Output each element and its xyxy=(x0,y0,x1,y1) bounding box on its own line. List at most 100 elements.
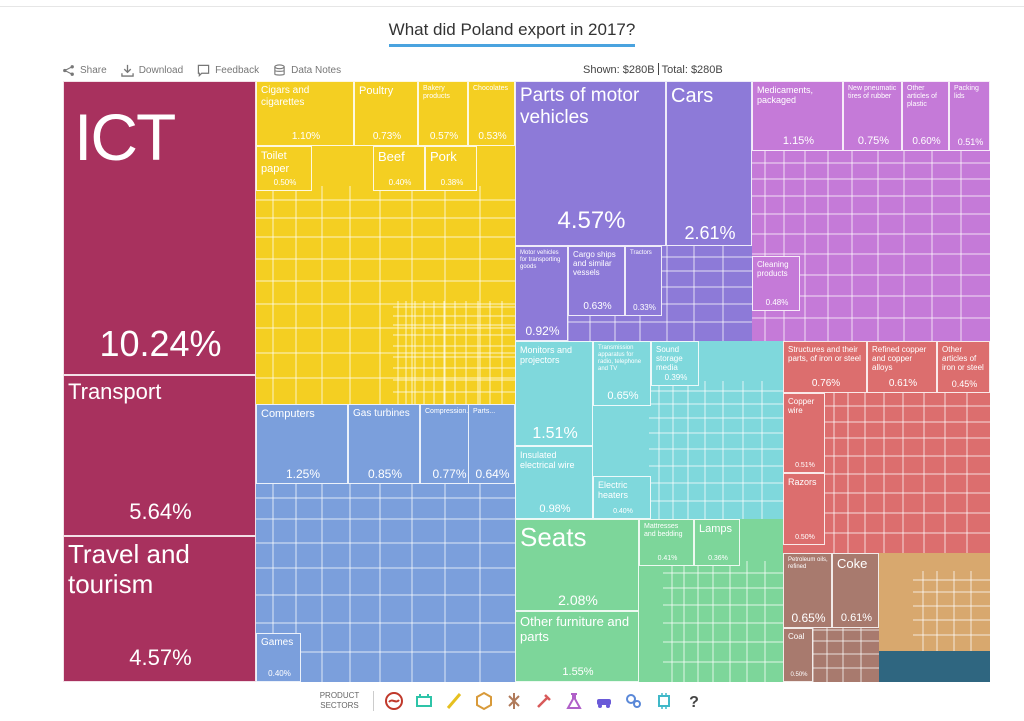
treemap-tile[interactable]: Tractors 0.33% xyxy=(625,246,662,316)
services-sector-button[interactable] xyxy=(384,691,404,711)
tile-share: 0.33% xyxy=(633,303,656,312)
treemap-tile[interactable]: Razors 0.50% xyxy=(783,473,825,545)
treemap-tile[interactable]: Petroleum oils, refined 0.65% xyxy=(783,553,832,628)
treemap-tile[interactable]: Games 0.40% xyxy=(256,633,301,682)
treemap-tile[interactable]: Cleaning products 0.48% xyxy=(752,256,800,311)
treemap-tile[interactable]: Poultry 0.73% xyxy=(354,81,418,146)
textiles-sector-icon xyxy=(416,694,433,707)
treemap-tile[interactable]: Pork 0.38% xyxy=(425,146,477,191)
svg-text:?: ? xyxy=(689,694,699,711)
tile-share: 0.65% xyxy=(791,611,826,625)
total-label: Total: xyxy=(661,64,688,76)
tile-label: Other articles of plastic xyxy=(907,85,937,109)
treemap-tile[interactable]: Mattresses and bedding 0.41% xyxy=(639,519,694,566)
treemap-tile[interactable]: Structures and their parts, of iron or s… xyxy=(783,341,867,393)
treemap-tile[interactable]: Packing lids 0.51% xyxy=(949,81,990,151)
treemap-tile[interactable]: Other furniture and parts 1.55% xyxy=(515,611,639,682)
tile-share: 2.08% xyxy=(558,592,598,608)
treemap-tile[interactable]: Refined copper and copper alloys 0.61% xyxy=(867,341,937,393)
treemap-tile[interactable]: Other articles of plastic 0.60% xyxy=(902,81,949,151)
tile-label: Toilet paper xyxy=(261,150,290,175)
treemap-tile[interactable]: Lamps 0.36% xyxy=(694,519,740,566)
treemap-tile[interactable]: New pneumatic tires of rubber 0.75% xyxy=(843,81,902,151)
treemap-tile[interactable]: Toilet paper 0.50% xyxy=(256,146,312,191)
treemap-tile[interactable]: Chocolates 0.53% xyxy=(468,81,515,146)
treemap-tile[interactable]: Cigars and cigarettes 1.10% xyxy=(256,81,354,146)
tile-label: Petroleum oils, refined xyxy=(788,557,828,570)
tile-label: Compression... xyxy=(425,408,473,415)
treemap-tile[interactable]: Beef 0.40% xyxy=(373,146,425,191)
feedback-label: Feedback xyxy=(215,65,260,76)
treemap-tile[interactable]: Coke 0.61% xyxy=(832,553,879,628)
download-button[interactable]: Download xyxy=(120,64,183,77)
treemap-tile[interactable]: Transmission apparatus for radio, teleph… xyxy=(593,341,651,406)
treemap-tile[interactable]: Parts... 0.64% xyxy=(468,404,515,484)
machinery-sector-icon xyxy=(626,694,642,708)
tile-share: 1.15% xyxy=(782,135,815,147)
tile-label: Insulated electrical wire xyxy=(520,450,575,471)
treemap-tile[interactable]: Gas turbines 0.85% xyxy=(348,404,420,484)
top-divider xyxy=(0,6,1024,7)
treemap-tile[interactable]: Copper wire 0.51% xyxy=(783,393,825,473)
vehicles-sector-button[interactable] xyxy=(594,691,614,711)
treemap-tile[interactable]: Insulated electrical wire 0.98% xyxy=(515,446,593,519)
tile-label: Other furniture and parts xyxy=(520,614,630,644)
tile-label: ICT xyxy=(74,100,176,174)
tile-label: Cleaning products xyxy=(757,260,789,279)
other-sector-button[interactable]: ? xyxy=(684,691,704,711)
treemap-tile[interactable]: ICT 10.24% xyxy=(63,81,256,375)
electronics-sector-icon xyxy=(658,693,671,709)
data-notes-button[interactable]: Data Notes xyxy=(273,64,341,77)
treemap-tile[interactable]: Electric heaters 0.40% xyxy=(593,476,651,519)
tile-label: Copper wire xyxy=(788,397,815,416)
tile-label: Chocolates xyxy=(473,85,509,92)
tile-share: 0.53% xyxy=(478,131,507,142)
stone-sector-button[interactable] xyxy=(474,691,494,711)
shown-label: Shown: xyxy=(583,64,620,76)
toolbar: Share Download Feedback Data Notes xyxy=(62,64,341,77)
tile-share: 0.65% xyxy=(607,390,639,402)
treemap-tile[interactable]: Seats 2.08% xyxy=(515,519,639,611)
tile-share: 1.55% xyxy=(562,666,594,678)
tile-label: Travel and tourism xyxy=(68,539,190,599)
chemicals-sector-button[interactable] xyxy=(564,691,584,711)
tile-label: Sound storage media xyxy=(656,345,683,373)
tile-label: Packing lids xyxy=(954,85,979,101)
treemap-tile[interactable]: Cargo ships and similar vessels 0.63% xyxy=(568,246,625,316)
textiles-sector-button[interactable] xyxy=(414,691,434,711)
feedback-button[interactable]: Feedback xyxy=(197,64,259,77)
tile-label: Seats xyxy=(520,522,587,552)
tile-share: 0.48% xyxy=(765,298,789,307)
tile-share: 0.64% xyxy=(475,467,510,481)
agriculture-sector-button[interactable] xyxy=(444,691,464,711)
treemap-tile[interactable]: Bakery products 0.57% xyxy=(418,81,468,146)
tile-share: 10.24% xyxy=(99,323,222,364)
share-button[interactable]: Share xyxy=(62,64,107,77)
treemap-tile[interactable]: Medicaments, packaged 1.15% xyxy=(752,81,843,151)
treemap-tile[interactable]: Transport 5.64% xyxy=(63,375,256,536)
treemap-tile[interactable]: Sound storage media 0.39% xyxy=(651,341,699,386)
vehicles-sector-icon xyxy=(597,699,612,708)
treemap-tile[interactable]: Monitors and projectors 1.51% xyxy=(515,341,593,446)
services-sector-icon xyxy=(385,692,404,710)
product-sectors-bar: PRODUCT SECTORS ? xyxy=(0,687,1024,715)
treemap-tile[interactable]: Coal 0.50% xyxy=(783,628,813,682)
treemap-tile[interactable]: Compression... 0.77% xyxy=(420,404,477,484)
metals-sector-button[interactable] xyxy=(534,691,554,711)
tile-share: 4.57% xyxy=(129,645,192,670)
treemap-tile[interactable]: Motor vehicles for transporting goods 0.9… xyxy=(515,246,568,341)
treemap-tile[interactable]: Parts of motor vehicles 4.57% xyxy=(515,81,666,246)
machinery-sector-button[interactable] xyxy=(624,691,644,711)
minerals-sector-icon xyxy=(508,693,520,709)
agriculture-sector-icon xyxy=(447,693,462,709)
minerals-sector-button[interactable] xyxy=(504,691,524,711)
treemap-tile[interactable]: Computers 1.25% xyxy=(256,404,348,484)
treemap-tile[interactable]: Other articles of iron or steel 0.45% xyxy=(937,341,990,393)
electronics-sector-button[interactable] xyxy=(654,691,674,711)
tile-label: Pork xyxy=(430,149,457,164)
tile-label: Transport xyxy=(68,379,162,404)
tile-label: Games xyxy=(261,637,294,648)
treemap-tile[interactable]: Cars 2.61% xyxy=(666,81,752,246)
treemap-tile[interactable]: Travel and tourism 4.57% xyxy=(63,536,256,682)
tile-share: 0.76% xyxy=(811,378,841,389)
